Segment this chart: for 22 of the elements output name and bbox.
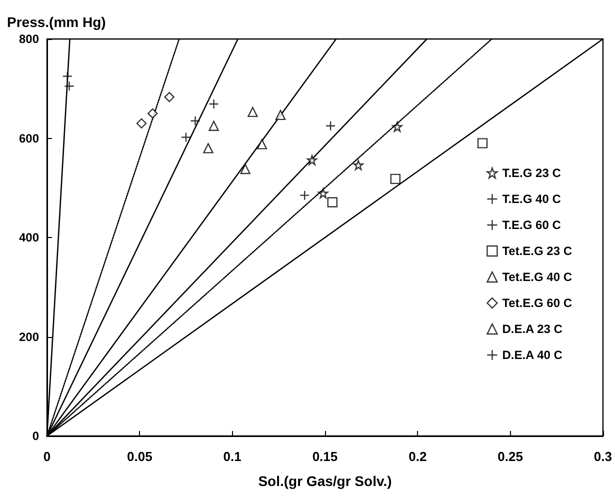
legend-label: T.E.G 40 C <box>502 192 562 206</box>
x-tick-label: 0.15 <box>312 449 338 464</box>
y-tick-label: 800 <box>18 32 40 46</box>
x-axis-title: Sol.(gr Gas/gr Solv.) <box>258 473 392 489</box>
x-tick-label: 0.3 <box>594 449 612 464</box>
legend-label: D.E.A 40 C <box>502 348 563 362</box>
y-axis-title: Press.(mm Hg) <box>7 14 106 30</box>
legend-label: T.E.G 60 C <box>502 218 562 232</box>
y-tick-label: 400 <box>18 230 40 244</box>
x-tick-label: 0.2 <box>408 449 427 464</box>
x-tick-label: 0.05 <box>127 449 152 464</box>
legend-label: Tet.E.G 23 C <box>502 244 572 258</box>
y-tick-label: 600 <box>18 131 40 146</box>
y-tick-label: 0 <box>32 429 40 443</box>
x-tick-label: 0.25 <box>498 449 523 464</box>
legend-label: Tet.E.G 40 C <box>502 270 572 284</box>
y-tick-label: 200 <box>18 330 40 344</box>
x-tick-label: 0 <box>43 449 51 464</box>
legend-label: Tet.E.G 60 C <box>502 296 572 310</box>
legend-label: T.E.G 23 C <box>502 166 562 180</box>
x-tick-label: 0.1 <box>223 449 242 464</box>
legend-label: D.E.A 23 C <box>502 322 563 336</box>
